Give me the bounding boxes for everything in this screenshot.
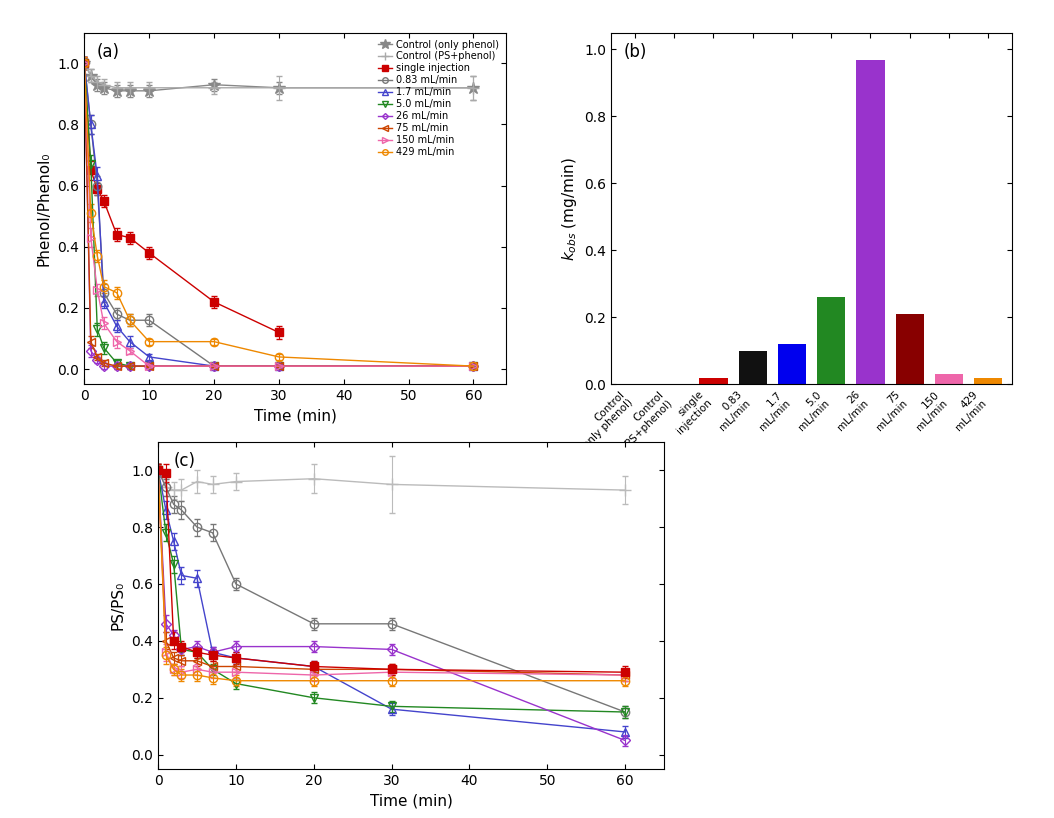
Bar bbox=[974, 378, 1002, 384]
Y-axis label: PS/PS₀: PS/PS₀ bbox=[111, 581, 125, 630]
X-axis label: Time (min): Time (min) bbox=[370, 793, 452, 808]
Bar bbox=[817, 298, 845, 384]
X-axis label: Time (min): Time (min) bbox=[254, 409, 336, 424]
Bar bbox=[699, 378, 727, 384]
Bar bbox=[856, 60, 884, 384]
Legend: Control (only phenol), Control (PS+phenol), single injection, 0.83 mL/min, 1.7 m: Control (only phenol), Control (PS+pheno… bbox=[375, 38, 501, 159]
Bar bbox=[896, 314, 924, 384]
Text: (a): (a) bbox=[97, 43, 120, 61]
Text: (c): (c) bbox=[173, 452, 195, 470]
Y-axis label: $k_{obs}$ (mg/min): $k_{obs}$ (mg/min) bbox=[560, 156, 579, 261]
Bar bbox=[739, 351, 767, 384]
Bar bbox=[778, 344, 806, 384]
Text: (b): (b) bbox=[623, 43, 647, 61]
Y-axis label: Phenol/Phenol₀: Phenol/Phenol₀ bbox=[37, 151, 52, 266]
Bar bbox=[935, 375, 963, 384]
